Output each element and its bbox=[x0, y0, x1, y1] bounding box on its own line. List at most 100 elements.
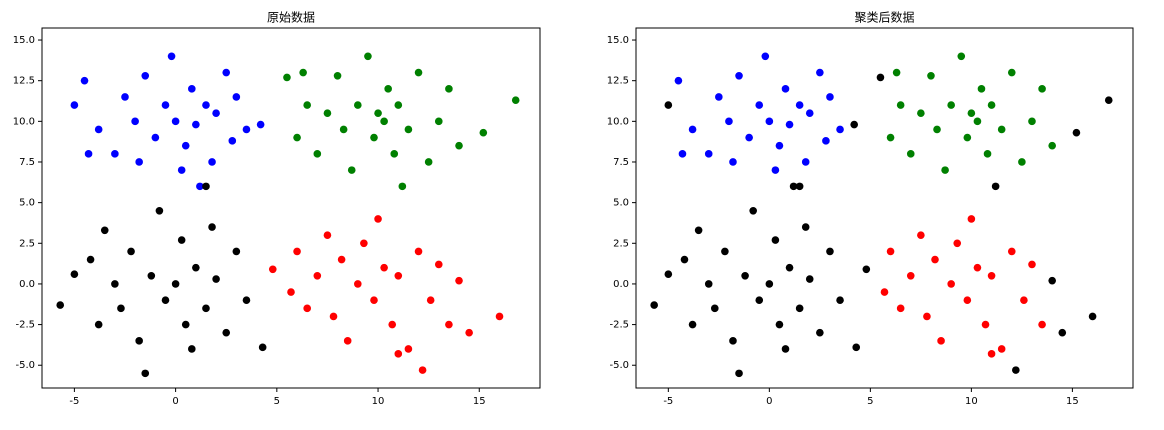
point bbox=[121, 93, 129, 101]
point bbox=[94, 125, 103, 134]
point bbox=[850, 120, 858, 129]
point bbox=[384, 85, 392, 93]
point bbox=[196, 182, 204, 191]
point bbox=[735, 369, 743, 378]
point bbox=[678, 150, 687, 158]
point bbox=[1028, 117, 1036, 126]
point bbox=[941, 166, 949, 174]
point bbox=[347, 166, 356, 174]
y-tick-label: 0.0 bbox=[19, 279, 35, 290]
point bbox=[418, 366, 427, 374]
point bbox=[749, 206, 757, 215]
point bbox=[283, 73, 291, 82]
point bbox=[983, 150, 992, 158]
point bbox=[801, 223, 810, 231]
point bbox=[465, 328, 473, 337]
point bbox=[729, 158, 737, 166]
point bbox=[445, 320, 453, 329]
point bbox=[479, 128, 488, 137]
y-tick-label: -5.0 bbox=[15, 360, 35, 371]
point bbox=[313, 150, 322, 158]
point bbox=[957, 52, 966, 61]
point bbox=[455, 141, 463, 150]
point bbox=[852, 343, 861, 352]
point bbox=[208, 223, 216, 231]
point bbox=[927, 72, 935, 80]
point bbox=[313, 272, 322, 280]
point bbox=[414, 247, 423, 256]
point bbox=[293, 133, 301, 142]
point bbox=[1028, 260, 1036, 269]
axes-frame bbox=[41, 27, 541, 389]
point bbox=[228, 137, 237, 145]
point bbox=[729, 337, 737, 345]
y-tick-label: 15.0 bbox=[607, 35, 629, 46]
point bbox=[135, 337, 143, 345]
point bbox=[963, 133, 972, 142]
point bbox=[287, 288, 295, 296]
point bbox=[171, 117, 180, 126]
y-tick-label: 12.5 bbox=[607, 76, 629, 87]
point bbox=[795, 182, 804, 191]
point bbox=[455, 276, 463, 285]
point bbox=[222, 68, 231, 77]
point bbox=[886, 133, 895, 142]
point bbox=[181, 320, 190, 329]
point bbox=[1007, 68, 1016, 77]
point bbox=[111, 150, 119, 158]
point bbox=[131, 117, 139, 126]
point bbox=[967, 215, 976, 223]
point bbox=[370, 296, 378, 304]
point bbox=[933, 125, 941, 134]
point bbox=[805, 109, 814, 118]
y-tick-label: 7.5 bbox=[613, 157, 629, 168]
point bbox=[111, 280, 119, 288]
point bbox=[360, 239, 368, 248]
point bbox=[167, 52, 176, 61]
x-tick-label: 15 bbox=[473, 396, 486, 407]
point bbox=[775, 320, 784, 329]
point bbox=[212, 109, 220, 118]
point bbox=[56, 301, 65, 309]
point bbox=[398, 182, 407, 191]
point bbox=[775, 141, 784, 150]
point bbox=[1012, 366, 1020, 374]
point bbox=[801, 158, 810, 166]
point bbox=[826, 247, 834, 256]
point bbox=[354, 101, 362, 109]
point bbox=[967, 109, 976, 118]
x-tick-label: 15 bbox=[1066, 396, 1079, 407]
x-tick-label: 10 bbox=[965, 396, 978, 407]
point bbox=[917, 109, 925, 118]
y-tick-label: -2.5 bbox=[15, 320, 35, 331]
point bbox=[511, 96, 520, 104]
x-tick-label: 0 bbox=[766, 396, 772, 407]
point bbox=[710, 304, 719, 313]
point bbox=[973, 263, 982, 272]
point bbox=[963, 296, 972, 304]
point bbox=[323, 109, 332, 118]
point bbox=[202, 182, 210, 191]
point bbox=[258, 343, 267, 352]
point bbox=[862, 265, 871, 274]
point bbox=[343, 337, 352, 345]
point bbox=[931, 255, 939, 264]
point bbox=[896, 101, 905, 109]
point bbox=[953, 239, 962, 248]
point bbox=[181, 141, 190, 150]
point bbox=[822, 137, 830, 145]
point bbox=[755, 101, 764, 109]
point bbox=[937, 337, 945, 345]
x-tick-label: 0 bbox=[172, 396, 178, 407]
point bbox=[80, 76, 89, 85]
point bbox=[785, 263, 794, 272]
point bbox=[404, 345, 413, 353]
point bbox=[1007, 247, 1016, 256]
plot: 聚类后数据 -5 0 5 10 15 -5.0 -2.5 0.0 2.5 5.0 7.5 10.0 12.… bbox=[607, 10, 1134, 407]
point bbox=[171, 280, 180, 288]
point bbox=[725, 117, 733, 126]
x-tick-label: 5 bbox=[274, 396, 280, 407]
point bbox=[394, 272, 403, 280]
point bbox=[339, 125, 348, 134]
y-tick-label: -5.0 bbox=[609, 360, 629, 371]
